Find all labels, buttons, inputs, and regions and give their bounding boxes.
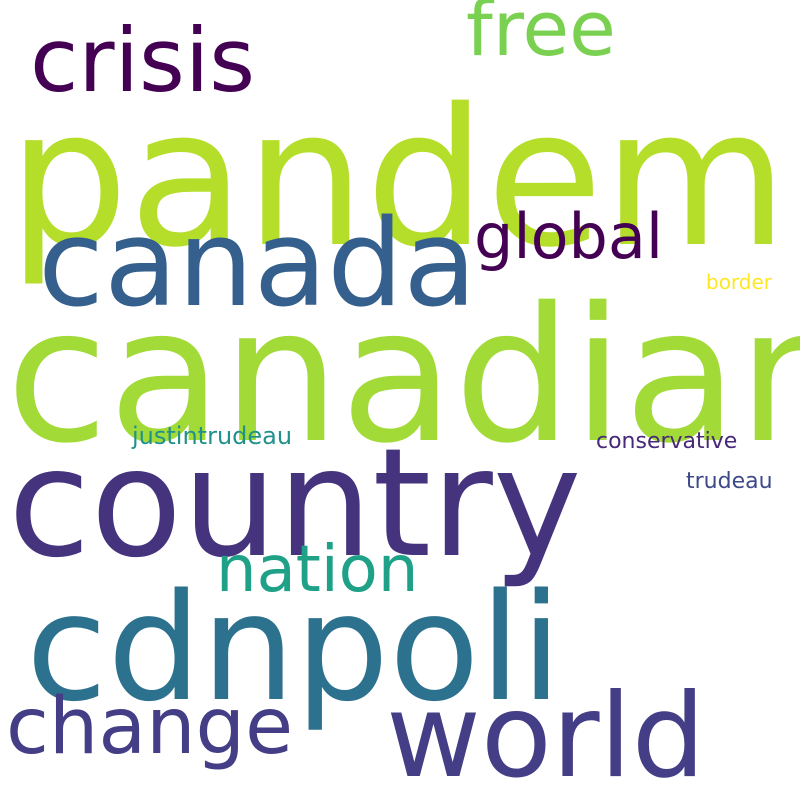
- word-free: free: [466, 0, 616, 73]
- word-global: global: [474, 200, 664, 273]
- word-canadian: canadian: [6, 267, 800, 484]
- word-cdnpoli: cdnpoli: [26, 562, 562, 734]
- word-border: border: [706, 270, 773, 294]
- word-pandemic: pandemic: [8, 68, 800, 289]
- word-country: country: [8, 417, 582, 591]
- word-world: world: [386, 669, 706, 800]
- word-canada: canada: [38, 195, 477, 334]
- word-justintrudeau: justintrudeau: [132, 422, 293, 450]
- word-trudeau: trudeau: [686, 469, 773, 494]
- word-conservative: conservative: [596, 429, 738, 454]
- word-crisis: crisis: [30, 9, 256, 112]
- word-change: change: [6, 682, 294, 772]
- word-nation: nation: [216, 533, 419, 607]
